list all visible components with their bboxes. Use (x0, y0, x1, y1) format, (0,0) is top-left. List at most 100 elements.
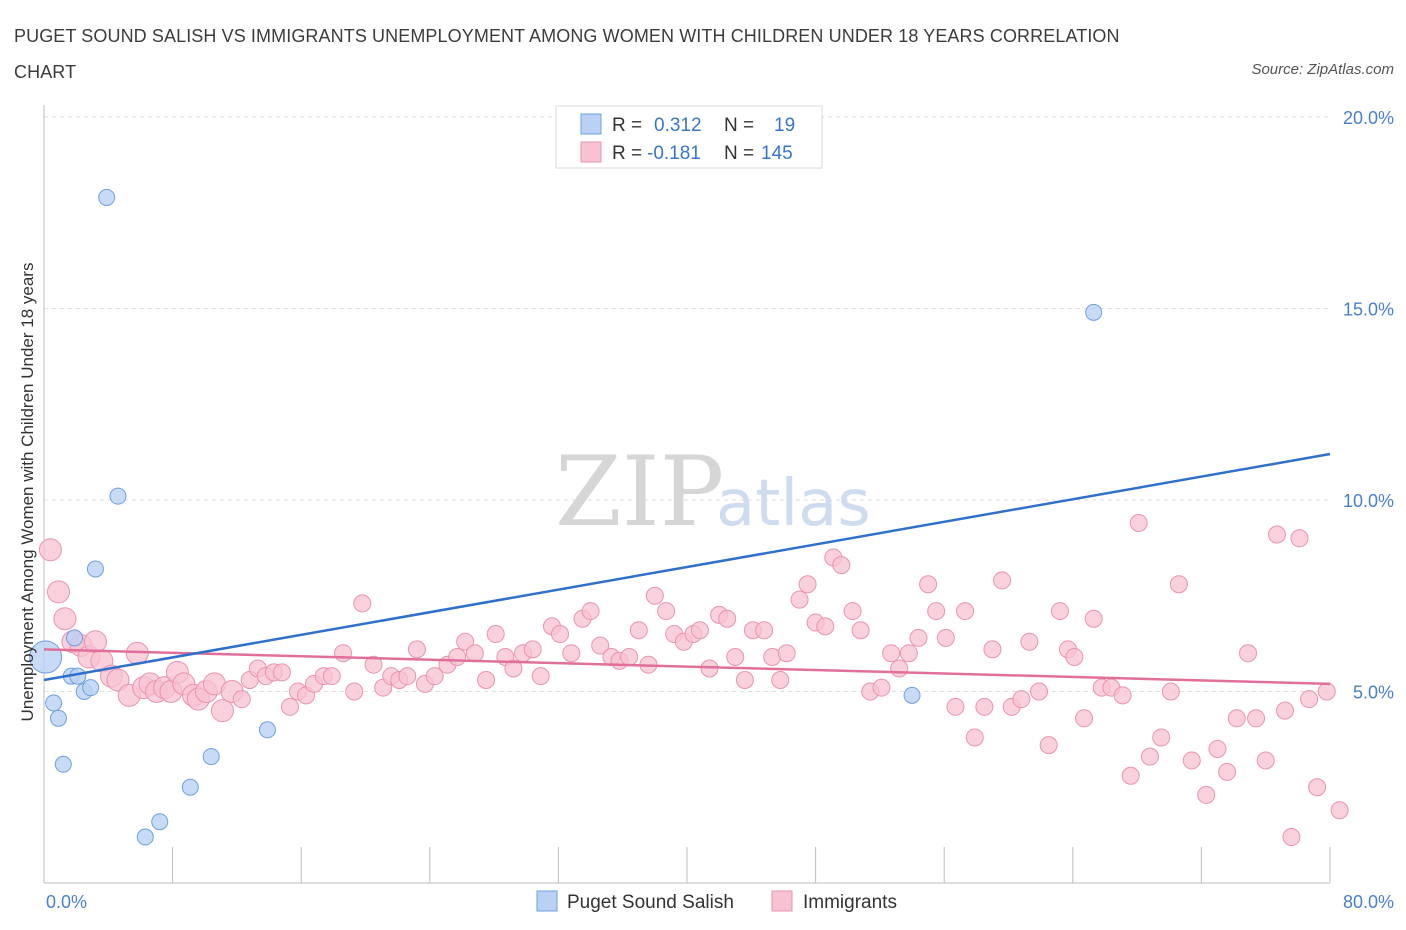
immigrants-point (591, 636, 610, 655)
immigrants-point (983, 640, 1002, 659)
immigrants-point (504, 659, 523, 678)
salish-point (98, 188, 116, 206)
immigrants-point (919, 575, 938, 594)
gridlines (44, 116, 1330, 692)
y-tick-label: 20.0% (1343, 108, 1394, 128)
immigrants-point (645, 586, 664, 605)
immigrants-point (690, 621, 709, 640)
immigrants-point (333, 644, 352, 663)
salish-points (29, 188, 1103, 846)
immigrants-point (1218, 762, 1237, 781)
immigrants-point (1065, 648, 1084, 667)
immigrants-point (882, 644, 901, 663)
immigrants-point (523, 640, 542, 659)
immigrants-point (1182, 751, 1201, 770)
immigrants-point (843, 602, 862, 621)
immigrants-point (322, 667, 341, 686)
y-tick-label: 10.0% (1343, 491, 1394, 511)
immigrants-point (345, 682, 364, 701)
bottom-legend-salish-swatch (536, 890, 558, 912)
immigrants-point (1300, 690, 1319, 709)
immigrants-point (407, 640, 426, 659)
r-label-1: R = (612, 115, 642, 136)
watermark-zip: ZIP (555, 436, 724, 548)
immigrants-point (851, 621, 870, 640)
immigrants-point (531, 667, 550, 686)
immigrants-point (890, 659, 909, 678)
immigrants-point (1161, 682, 1180, 701)
bottom-legend-salish: Puget Sound Salish (567, 892, 734, 913)
immigrants-point (1247, 709, 1266, 728)
immigrants-point (1227, 709, 1246, 728)
immigrants-point (872, 678, 891, 697)
immigrants-point (364, 655, 383, 674)
n-label-2: N = (724, 143, 754, 164)
immigrants-point (629, 621, 648, 640)
n-value-immigrants: 145 (761, 143, 793, 164)
immigrants-point (353, 594, 372, 613)
immigrants-point (1330, 801, 1349, 820)
salish-point (54, 755, 72, 773)
bottom-legend-immigrants: Immigrants (803, 892, 897, 913)
immigrants-point (581, 602, 600, 621)
immigrants-point (456, 632, 475, 651)
immigrants-point (1282, 828, 1301, 847)
n-label-1: N = (724, 115, 754, 136)
immigrants-point (1208, 739, 1227, 758)
immigrants-point (1039, 736, 1058, 755)
immigrants-point (1239, 644, 1258, 663)
immigrants-point (1256, 751, 1275, 770)
immigrants-point (927, 602, 946, 621)
salish-point (109, 487, 127, 505)
y-tick-label: 15.0% (1343, 300, 1394, 320)
axes (43, 105, 1331, 884)
immigrants-point (272, 663, 291, 682)
immigrants-swatch (580, 141, 602, 163)
immigrants-point (936, 628, 955, 647)
salish-point (66, 629, 84, 647)
immigrants-point (798, 575, 817, 594)
immigrants-point (1317, 682, 1336, 701)
x-tick-label: 80.0% (1343, 892, 1394, 912)
immigrants-point (1030, 682, 1049, 701)
immigrants-point (657, 602, 676, 621)
immigrants-point (1197, 785, 1216, 804)
immigrants-point (562, 644, 581, 663)
salish-swatch (580, 113, 602, 135)
immigrants-point (477, 671, 496, 690)
y-tick-labels: 5.0% 10.0% 15.0% 20.0% (1343, 108, 1394, 703)
y-tick-label: 5.0% (1353, 683, 1394, 703)
salish-point (202, 748, 220, 766)
immigrants-point (816, 617, 835, 636)
immigrants-point (620, 648, 639, 667)
immigrants-point (46, 580, 70, 604)
immigrants-point (38, 538, 62, 562)
trend-lines (43, 452, 1331, 686)
immigrants-point (465, 644, 484, 663)
immigrants-point (486, 625, 505, 644)
immigrants-point (1140, 747, 1159, 766)
immigrants-point (1020, 632, 1039, 651)
salish-point (136, 828, 154, 846)
immigrants-point (1308, 778, 1327, 797)
x-tick-labels: 0.0% 80.0% (46, 892, 1394, 912)
immigrants-point (1267, 525, 1286, 544)
immigrants-point (551, 625, 570, 644)
immigrants-points (38, 513, 1349, 847)
immigrants-point (832, 556, 851, 575)
immigrants-point (1084, 609, 1103, 628)
r-value-immigrants: -0.181 (647, 143, 701, 164)
salish-point (82, 679, 100, 697)
immigrants-point (398, 667, 417, 686)
immigrants-point (1129, 513, 1148, 532)
immigrants-point (1121, 766, 1140, 785)
salish-point (151, 813, 169, 831)
immigrants-point (1012, 690, 1031, 709)
bottom-legend: Puget Sound Salish Immigrants (536, 890, 897, 913)
immigrants-point (777, 644, 796, 663)
salish-point (86, 560, 104, 578)
watermark: ZIP atlas (555, 436, 871, 548)
watermark-atlas: atlas (716, 467, 871, 541)
n-value-salish: 19 (774, 115, 795, 136)
